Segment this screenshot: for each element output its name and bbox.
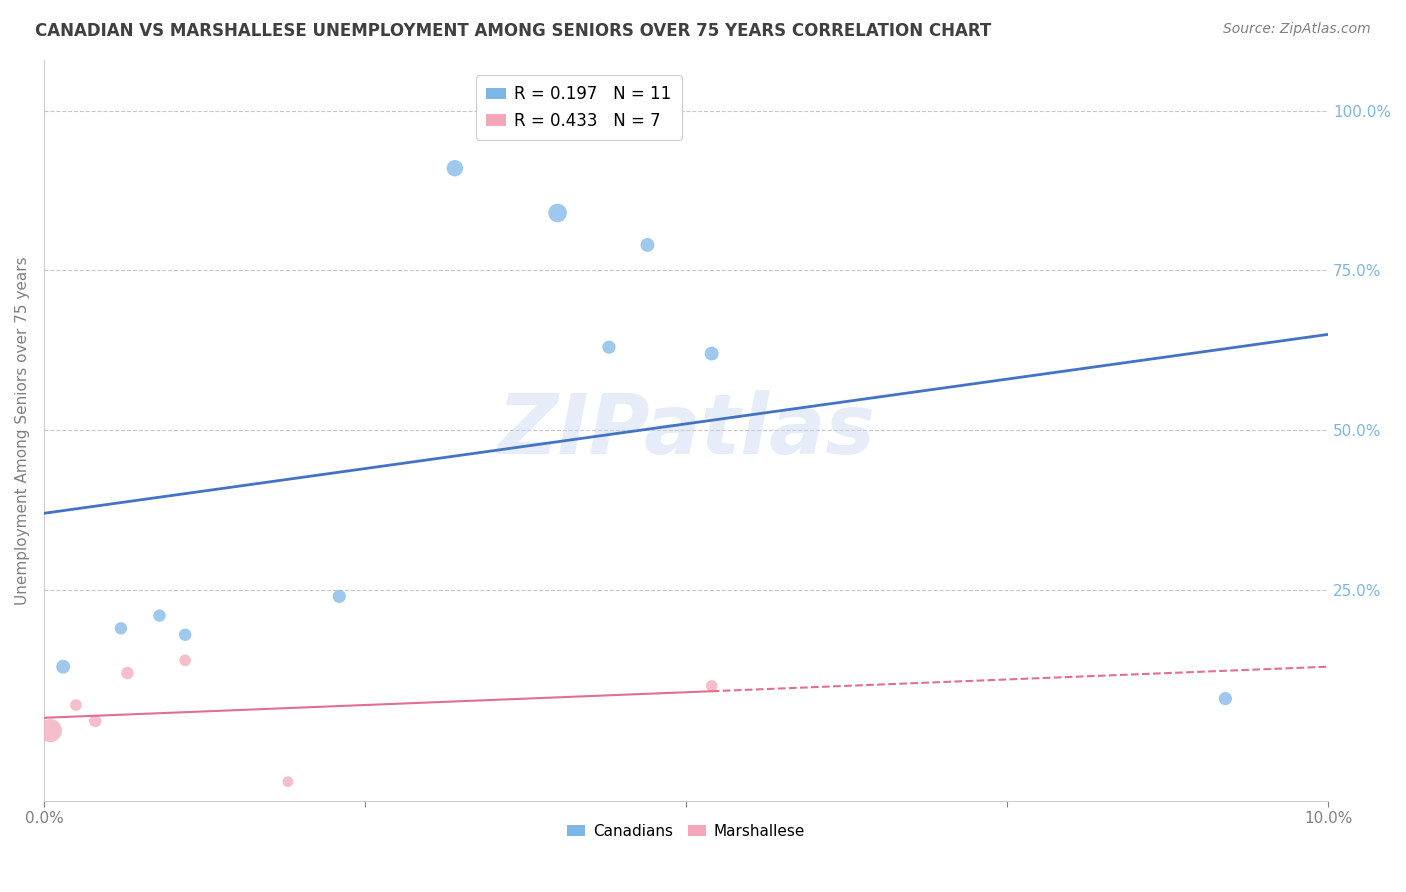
Text: Source: ZipAtlas.com: Source: ZipAtlas.com (1223, 22, 1371, 37)
Point (700, 679, 723, 693)
Point (174, 628, 197, 642)
Point (117, 666, 139, 681)
Point (277, 774, 299, 789)
Text: CANADIAN VS MARSHALLESE UNEMPLOYMENT AMONG SENIORS OVER 75 YEARS CORRELATION CHA: CANADIAN VS MARSHALLESE UNEMPLOYMENT AMO… (35, 22, 991, 40)
Point (598, 340, 620, 354)
Point (39, 723, 62, 738)
Point (328, 590, 350, 604)
Point (148, 608, 170, 623)
Point (444, 161, 467, 176)
Point (65, 698, 87, 712)
Point (1215, 691, 1237, 706)
Y-axis label: Unemployment Among Seniors over 75 years: Unemployment Among Seniors over 75 years (15, 256, 30, 605)
Point (700, 346, 723, 360)
Point (52, 659, 75, 673)
Point (174, 653, 197, 667)
Point (547, 206, 569, 220)
Point (110, 621, 132, 635)
Point (637, 238, 659, 252)
Point (84, 714, 107, 728)
Text: ZIPatlas: ZIPatlas (498, 390, 875, 471)
Legend: Canadians, Marshallese: Canadians, Marshallese (561, 818, 811, 845)
